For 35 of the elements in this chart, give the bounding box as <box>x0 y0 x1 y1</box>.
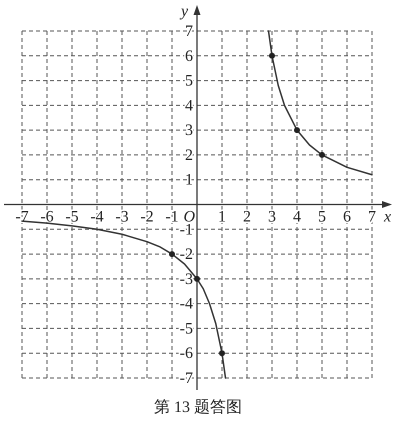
y-tick-label: -7 <box>180 370 193 387</box>
y-tick-label: 3 <box>185 122 193 140</box>
x-tick-label: 6 <box>343 208 351 226</box>
point <box>169 251 175 258</box>
y-tick-label: -5 <box>180 320 193 338</box>
y-tick-label: -6 <box>180 345 193 362</box>
y-tick-label: 1 <box>185 172 193 189</box>
x-tick-label: 4 <box>293 208 301 226</box>
x-tick-label: -6 <box>40 208 54 226</box>
x-tick-label: 5 <box>318 208 326 226</box>
x-tick-label: -1 <box>165 208 179 226</box>
y-tick-label: 7 <box>185 23 193 40</box>
x-tick-label: 2 <box>243 208 251 226</box>
x-tick-label: -4 <box>90 208 104 226</box>
x-axis-title: x <box>383 208 392 226</box>
y-tick-label: 5 <box>185 72 193 90</box>
y-tick-label: 2 <box>185 146 193 164</box>
x-tick-label: -5 <box>65 208 79 226</box>
y-tick-label: 6 <box>185 48 193 65</box>
x-tick-label: 3 <box>268 208 276 226</box>
text: 第 13 题答图 <box>154 399 242 416</box>
x-tick-label: 1 <box>218 208 226 226</box>
y-axis-title: y <box>179 3 189 20</box>
x-tick-label: -3 <box>115 208 129 226</box>
x-tick-label: -7 <box>15 208 29 226</box>
point <box>194 276 200 282</box>
x-tick-label: 7 <box>368 208 376 226</box>
point <box>319 152 325 158</box>
point <box>269 52 275 59</box>
y-tick-label: -3 <box>180 270 193 288</box>
point <box>219 350 225 356</box>
x-tick-label: -2 <box>140 208 154 226</box>
y-tick-label: -4 <box>180 296 193 313</box>
y-tick-label: -2 <box>180 246 193 264</box>
point <box>294 127 300 134</box>
